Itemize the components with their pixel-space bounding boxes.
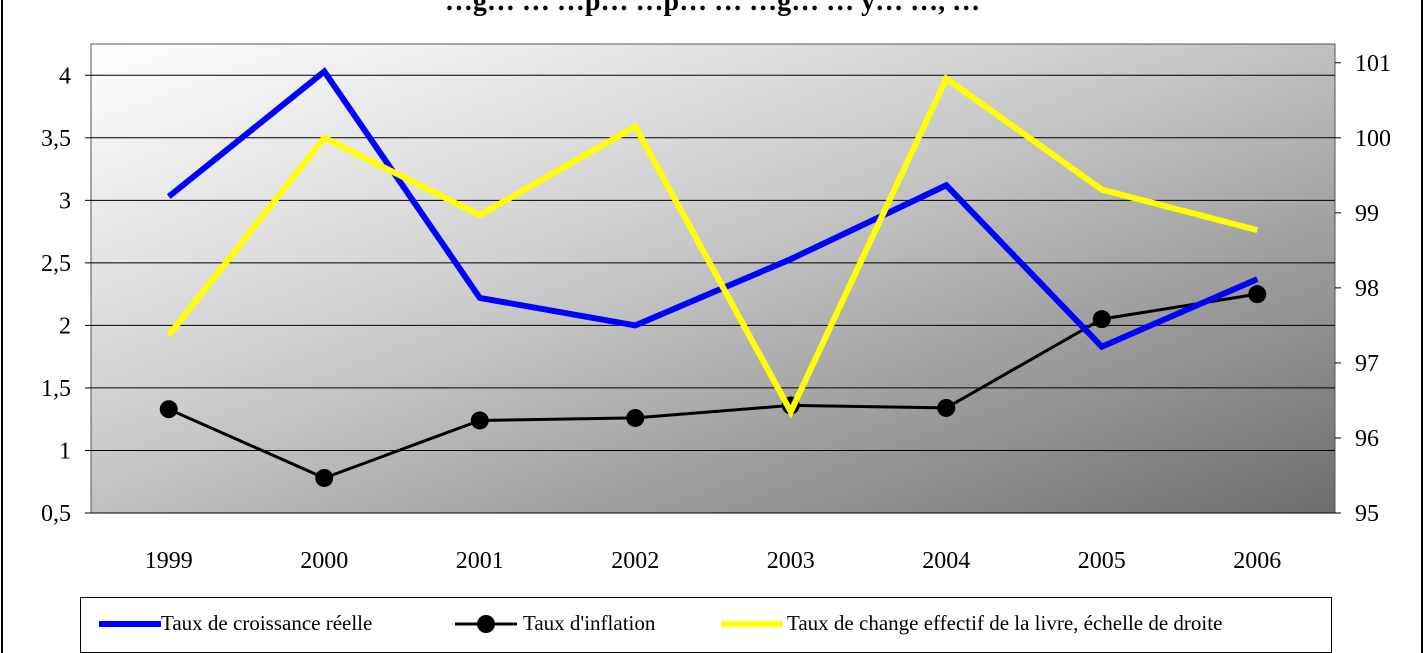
x-tick-label: 2001 bbox=[456, 548, 504, 574]
left-tick-label: 2,5 bbox=[41, 251, 71, 277]
legend: Taux de croissance réelle Taux d'inflati… bbox=[80, 597, 1332, 653]
data-point bbox=[1092, 310, 1111, 329]
legend-swatch-growth bbox=[99, 621, 161, 627]
data-point bbox=[1248, 285, 1267, 304]
left-axis-ticks: 0,5 1 1,5 2 2,5 3 3,5 4 bbox=[41, 63, 71, 527]
left-tick-label: 1 bbox=[59, 438, 71, 464]
series-layer bbox=[159, 67, 1267, 487]
gridlines bbox=[85, 62, 1341, 514]
left-tick-label: 2 bbox=[59, 313, 71, 339]
left-tick-label: 3,5 bbox=[41, 126, 71, 152]
x-tick-label: 2005 bbox=[1078, 548, 1126, 574]
legend-label-exchange: Taux de change effectif de la livre, éch… bbox=[787, 611, 1223, 635]
legend-label-growth: Taux de croissance réelle bbox=[161, 611, 373, 635]
plot-area bbox=[90, 43, 1336, 514]
right-axis-ticks: 95 96 97 98 99 100 101 bbox=[1355, 51, 1391, 527]
x-tick-label: 2004 bbox=[922, 548, 970, 574]
x-axis-ticks: 1999 2000 2001 2002 2003 2004 2005 2006 bbox=[145, 548, 1282, 574]
line-chart: 0,5 1 1,5 2 2,5 3 3,5 4 95 96 97 98 99 100 101 1999 20… bbox=[41, 43, 1391, 574]
data-point bbox=[315, 468, 334, 487]
data-point bbox=[159, 400, 178, 419]
legend-swatch-exchange bbox=[721, 621, 783, 627]
x-tick-label: 2006 bbox=[1233, 548, 1281, 574]
left-tick-label: 4 bbox=[59, 63, 71, 89]
x-tick-label: 2003 bbox=[767, 548, 815, 574]
right-tick-label: 96 bbox=[1355, 426, 1379, 452]
legend-label-inflation: Taux d'inflation bbox=[523, 611, 656, 635]
x-tick-label: 2002 bbox=[611, 548, 659, 574]
right-tick-label: 98 bbox=[1355, 276, 1379, 302]
series-line-0 bbox=[166, 67, 1259, 351]
right-tick-label: 100 bbox=[1355, 126, 1391, 152]
x-tick-label: 2000 bbox=[300, 548, 348, 574]
legend-swatch-inflation bbox=[455, 615, 517, 633]
right-tick-label: 97 bbox=[1355, 351, 1379, 377]
right-tick-label: 99 bbox=[1355, 201, 1379, 227]
right-tick-label: 95 bbox=[1355, 501, 1379, 527]
data-point bbox=[470, 411, 489, 430]
data-point bbox=[626, 408, 645, 427]
left-tick-label: 0,5 bbox=[41, 501, 71, 527]
right-tick-label: 101 bbox=[1355, 51, 1391, 77]
chart-title: …g… … …p… …p… … …g… … y… …, … bbox=[444, 0, 981, 17]
series-line-2 bbox=[166, 73, 1259, 419]
series-line-1 bbox=[168, 292, 1258, 480]
left-tick-label: 3 bbox=[59, 188, 71, 214]
x-tick-label: 1999 bbox=[145, 548, 193, 574]
data-point bbox=[937, 398, 956, 417]
left-tick-label: 1,5 bbox=[41, 376, 71, 402]
